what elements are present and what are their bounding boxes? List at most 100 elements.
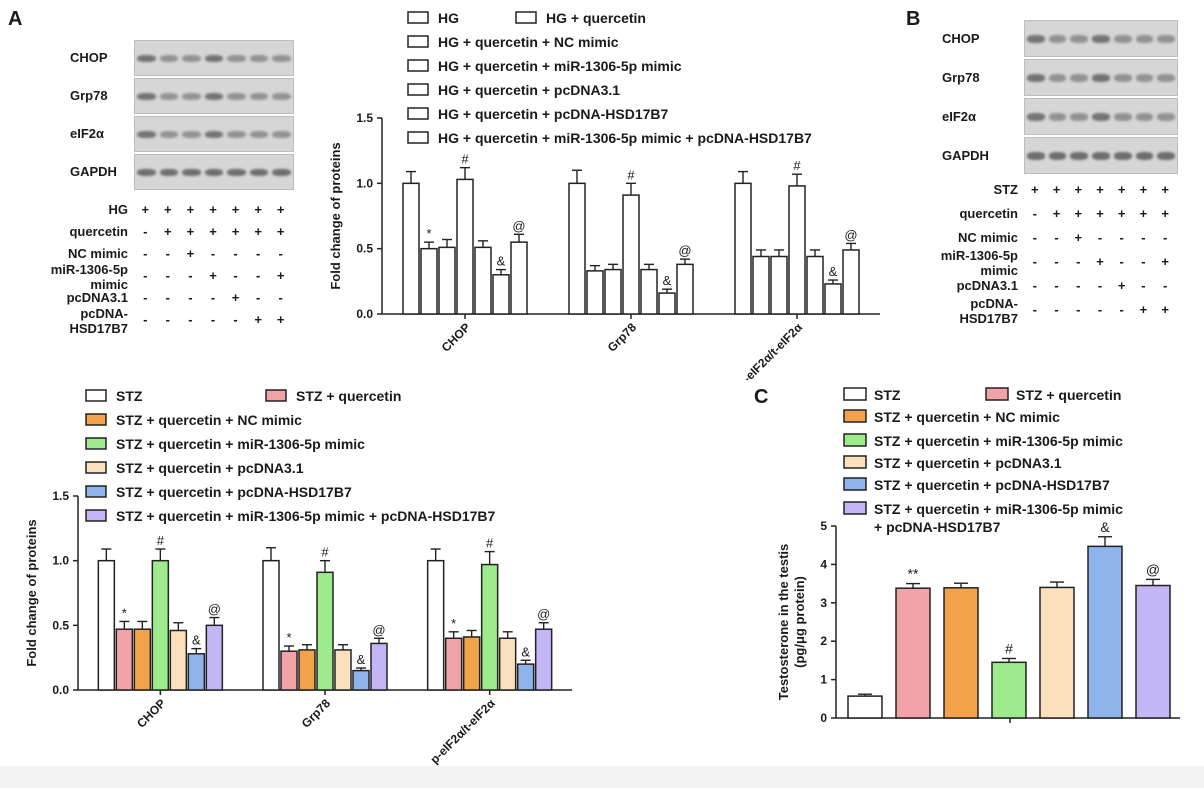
- bar: [370, 642, 388, 691]
- blot-condition-sign: +: [164, 224, 172, 239]
- blot-condition-sign: +: [231, 290, 240, 305]
- blot-band: [137, 130, 156, 139]
- blot-band: [1048, 35, 1067, 43]
- legend-label: STZ + quercetin + miR-1306-5p mimic + pc…: [116, 508, 495, 524]
- blot-condition-sign: +: [186, 246, 195, 261]
- bar: [133, 628, 152, 691]
- x-tick-label: Grp78: [605, 320, 640, 355]
- blot-condition-sign: +: [1096, 182, 1104, 197]
- blot-band: [204, 130, 224, 139]
- bar: [895, 587, 931, 719]
- blot-condition-sign: +: [186, 202, 195, 217]
- bar: [352, 669, 370, 691]
- blot-condition-sign: -: [278, 246, 283, 261]
- x-tick-label: p-eIF2α/t-eIF2α: [427, 696, 498, 767]
- y-tick-label: 1.0: [52, 554, 69, 568]
- bar: [205, 624, 224, 691]
- legend-label: STZ + quercetin + pcDNA3.1: [874, 455, 1062, 471]
- blot-condition-sign: +: [209, 224, 217, 239]
- hg-protein-bar-chart: HG HG + quercetin HG + quercetin + NC mimi…: [328, 10, 880, 380]
- blot-band: [204, 54, 224, 63]
- bar: [474, 246, 492, 315]
- blot-condition-label: NC mimic: [68, 246, 128, 261]
- blot-condition-label: pcDNA-: [970, 296, 1018, 311]
- legend-label: STZ: [874, 387, 901, 403]
- blot-condition-sign: -: [1032, 206, 1038, 221]
- bar: [498, 637, 517, 691]
- y-axis-label: (pg/μg protein): [792, 576, 807, 668]
- blot-condition-label: miR-1306-5p: [940, 248, 1018, 263]
- blot-condition-label: quercetin: [959, 206, 1018, 221]
- blot-condition-label: HSD17B7: [69, 321, 128, 336]
- blot-band: [227, 92, 246, 101]
- legend-label: STZ + quercetin: [1016, 387, 1121, 403]
- blot-condition-sign: -: [233, 246, 238, 261]
- y-axis-label: Fold change of proteins: [328, 142, 343, 289]
- significance-mark: @: [208, 602, 221, 617]
- blot-band: [182, 130, 201, 139]
- blot-condition-sign: -: [1097, 278, 1103, 293]
- blot-condition-label: pcDNA-: [80, 306, 128, 321]
- blot-condition-sign: -: [143, 224, 148, 239]
- legend-swatch: [407, 35, 429, 48]
- blot-condition-sign: -: [1076, 254, 1081, 269]
- blot-band: [137, 92, 156, 101]
- bar: [604, 268, 622, 315]
- blot-condition-sign: +: [254, 312, 262, 327]
- blot-band: [1048, 113, 1067, 121]
- legend-label: STZ + quercetin + miR-1306-5p mimic: [874, 501, 1123, 517]
- blot-condition-sign: +: [254, 202, 262, 217]
- significance-mark: @: [844, 227, 857, 242]
- blot-condition-sign: -: [1076, 278, 1081, 293]
- bar: [640, 268, 658, 315]
- blot-condition-sign: +: [186, 224, 195, 239]
- blot-protein-label: Grp78: [942, 69, 980, 85]
- bar: [426, 559, 445, 691]
- blot-band: [1070, 113, 1089, 121]
- bar: [991, 661, 1027, 719]
- legend-label: STZ + quercetin + NC mimic: [116, 412, 302, 428]
- blot-band: [1135, 35, 1154, 43]
- blot-condition-sign: -: [1141, 230, 1146, 245]
- blot-condition-sign: -: [1119, 230, 1124, 245]
- bar: [770, 255, 788, 315]
- blot-condition-label: quercetin: [69, 224, 128, 239]
- y-tick-label: 1.5: [52, 489, 69, 503]
- blot-condition-sign: -: [255, 290, 261, 305]
- legend-label: HG + quercetin + pcDNA3.1: [438, 82, 620, 98]
- legend-swatch: [265, 389, 287, 402]
- blot-condition-sign: +: [1161, 302, 1169, 317]
- legend-label: + pcDNA-HSD17B7: [874, 519, 1001, 535]
- bar: [586, 270, 604, 315]
- blot-condition-sign: +: [1052, 182, 1061, 197]
- legend-swatch: [407, 11, 429, 24]
- blot-condition-sign: -: [1032, 230, 1038, 245]
- legend-label: STZ + quercetin + NC mimic: [874, 409, 1060, 425]
- blot-condition-sign: -: [1054, 230, 1059, 245]
- blot-condition-sign: -: [1141, 254, 1146, 269]
- legend-swatch: [85, 437, 107, 450]
- significance-mark: &: [497, 254, 506, 269]
- blot-condition-sign: +: [1139, 182, 1148, 197]
- blot-band: [1070, 35, 1089, 43]
- blot-condition-label: NC mimic: [958, 230, 1018, 245]
- significance-mark: @: [372, 622, 385, 637]
- legend-label: HG + quercetin + NC mimic: [438, 34, 619, 50]
- blot-condition-sign: +: [1031, 182, 1039, 197]
- significance-mark: *: [426, 226, 431, 241]
- blot-band: [249, 54, 269, 63]
- significance-mark: #: [486, 536, 494, 551]
- blot-strip: [134, 40, 294, 76]
- blot-band: [1027, 152, 1045, 160]
- blot-condition-sign: -: [143, 290, 148, 305]
- x-tick-label: Grp78: [299, 696, 334, 731]
- blot-condition-sign: -: [255, 246, 261, 261]
- legend-swatch: [843, 501, 867, 515]
- blot-condition-sign: -: [1162, 278, 1168, 293]
- blot-band: [137, 168, 156, 177]
- blot-band: [227, 130, 246, 139]
- legend-swatch: [85, 389, 107, 402]
- y-tick-label: 0.0: [356, 307, 373, 321]
- bar: [169, 629, 188, 691]
- blot-protein-label: Grp78: [70, 88, 108, 103]
